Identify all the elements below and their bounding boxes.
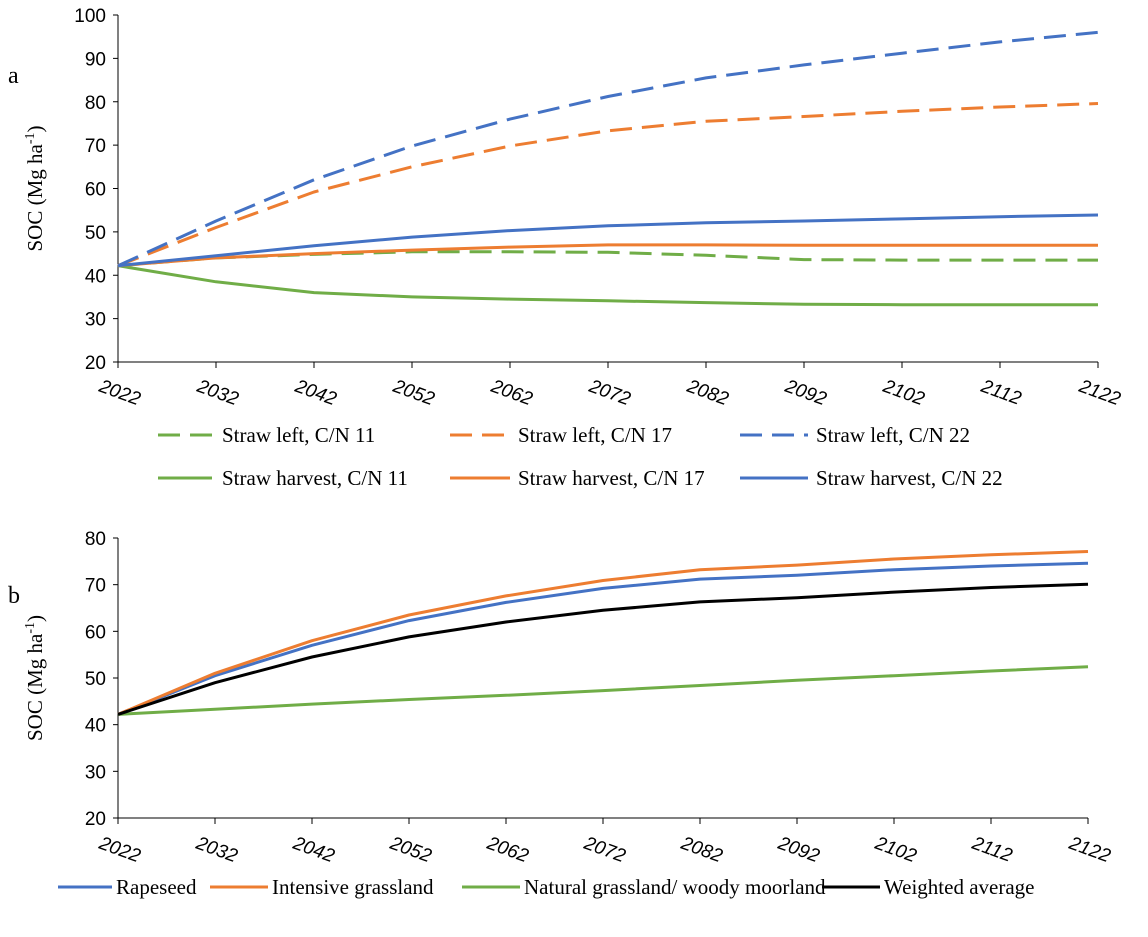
panel-a-series-line-5 (117, 243, 1098, 268)
panel-b-y-axis-title-superscript: -1 (23, 622, 38, 634)
panel-a-legend-label-3: Straw left, C/N 22 (816, 423, 970, 447)
panel-a-series-line-3 (117, 30, 1099, 268)
panel-b-x-tick-label: 2022 (95, 833, 143, 868)
panel-b-x-tick-label: 2092 (774, 833, 822, 868)
panel-a-legend-label-2: Straw left, C/N 17 (518, 423, 672, 447)
panel-b-legend-label-2: Intensive grassland (272, 875, 434, 899)
panel-a-series-line-4 (117, 264, 1098, 307)
panel-a-y-tick-label: 60 (85, 180, 106, 201)
panel-b-y-tick-label: 60 (85, 622, 106, 643)
panel-b-x-tick-label: 2112 (968, 833, 1015, 867)
panel-a-x-tick-label: 2022 (95, 376, 143, 411)
panel-a-x-tick-label: 2102 (879, 376, 927, 411)
panel-a-label: a (8, 63, 19, 89)
panel-b-legend-label-3: Natural grassland/ woody moorland (524, 875, 826, 899)
panel-a-legend-label-5: Straw harvest, C/N 17 (518, 466, 705, 490)
panel-b-x-tick-label: 2082 (677, 833, 725, 868)
panel-a-y-tick-label: 20 (85, 353, 106, 374)
panel-b-y-tick-label: 80 (85, 529, 106, 550)
panel-a-legend-label-4: Straw harvest, C/N 11 (222, 466, 408, 490)
panel-a-y-tick-label: 30 (85, 310, 106, 331)
panel-a-x-tick-label: 2092 (781, 376, 829, 411)
panel-b-y-tick-label: 20 (85, 809, 106, 830)
panel-b-x-tick-label: 2062 (483, 833, 531, 868)
panel-b-series-line-2 (117, 550, 1089, 716)
panel-a-x-tick-label: 2072 (585, 376, 633, 411)
panel-b-x-tick-label: 2052 (386, 833, 434, 868)
panel-a-y-tick-label: 80 (85, 93, 106, 114)
panel-b-x-tick-label: 2102 (871, 833, 919, 868)
panel-b-x-tick-label: 2122 (1065, 833, 1113, 868)
panel-b-legend-label-4: Weighted average (884, 875, 1034, 899)
panel-b-group: 20 30 40 50 60 70 80 2022 2032 2042 2052 2062 2072 20… (8, 529, 1114, 899)
panel-a-y-tick-label: 90 (85, 49, 106, 70)
panel-a-x-tick-label: 2052 (389, 376, 437, 411)
panel-a-series-line-1 (117, 250, 1098, 268)
panel-a-x-tick-label: 2112 (977, 376, 1024, 410)
panel-b-y-axis-title: SOC (Mg ha-1) (23, 615, 47, 741)
panel-b-x-tick-label: 2032 (192, 833, 240, 868)
panel-b-y-tick-label: 30 (85, 762, 106, 783)
panel-a-x-tick-label: 2122 (1075, 376, 1123, 411)
panel-a-x-tick-label: 2062 (487, 376, 535, 411)
panel-b-y-axis-title-close: ) (23, 615, 47, 622)
panel-a-y-tick-label: 50 (85, 223, 106, 244)
panel-a-y-axis-title-main: SOC (Mg ha (23, 143, 47, 251)
panel-a-y-axis-title-superscript: -1 (23, 132, 38, 144)
panel-a-legend-label-1: Straw left, C/N 11 (222, 423, 375, 447)
panel-a-y-axis-title: SOC (Mg ha-1) (23, 125, 47, 251)
panel-a-x-tick-label: 2032 (193, 376, 241, 411)
panel-b-series-line-3 (117, 665, 1089, 716)
panel-b-x-tick-label: 2042 (289, 833, 337, 868)
panel-a-y-axis-title-close: ) (23, 125, 47, 132)
panel-b-y-tick-label: 50 (85, 669, 106, 690)
panel-b-y-tick-label: 70 (85, 576, 106, 597)
panel-a-x-tick-label: 2082 (683, 376, 731, 411)
panel-a-x-tick-label: 2042 (291, 376, 339, 411)
panel-b-series-line-4 (117, 582, 1089, 716)
panel-b-series-line-1 (117, 561, 1089, 716)
panel-b-legend-label-1: Rapeseed (116, 875, 197, 899)
panel-a-y-tick-label: 100 (74, 6, 106, 27)
panel-a-series-line-2 (117, 102, 1099, 268)
panel-a-legend-label-6: Straw harvest, C/N 22 (816, 466, 1003, 490)
panel-a-y-tick-label: 70 (85, 136, 106, 157)
panel-b-y-tick-label: 40 (85, 716, 106, 737)
panel-b-x-tick-label: 2072 (580, 833, 628, 868)
panel-a-y-tick-label: 40 (85, 266, 106, 287)
panel-a-group: 20 30 40 50 60 70 80 90 100 2022 2032 2042 2052 2062 2… (8, 6, 1124, 490)
panel-a-series-line-6 (117, 213, 1099, 268)
panel-b-label: b (8, 583, 20, 609)
panel-b-y-axis-title-main: SOC (Mg ha (23, 633, 47, 741)
